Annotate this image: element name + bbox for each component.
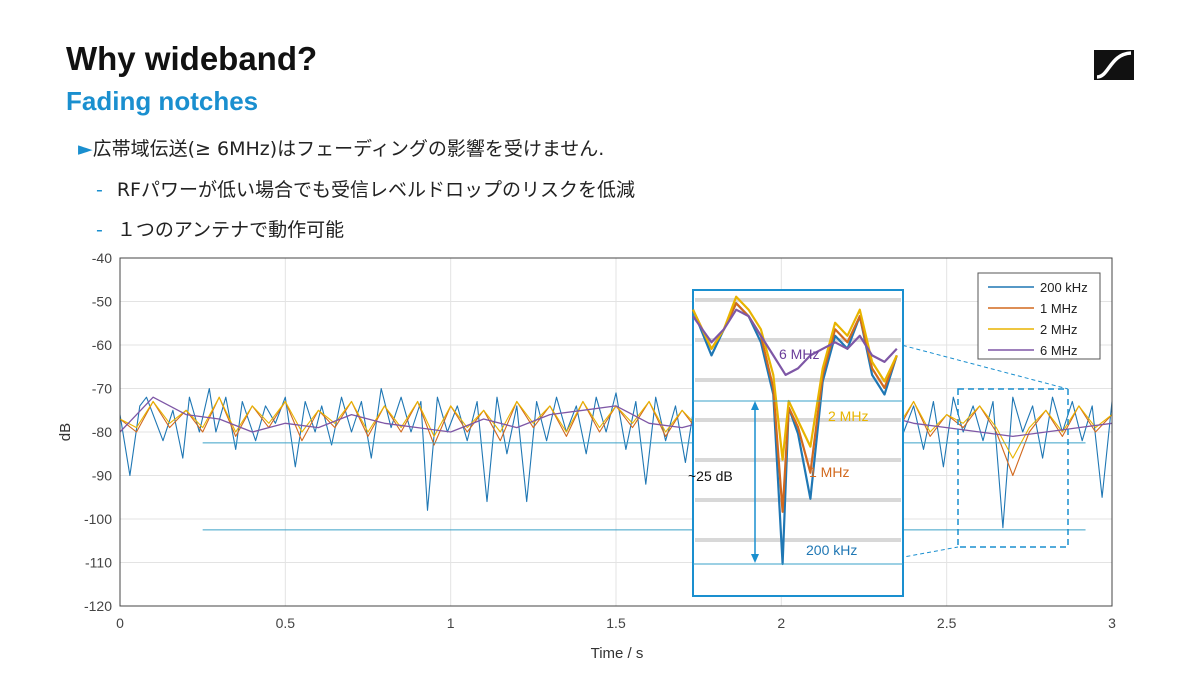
legend-label: 2 MHz (1040, 322, 1078, 337)
y-tick-label: -90 (92, 468, 112, 484)
inset-label-2mhz: 2 MHz (828, 408, 868, 424)
main-bullet-text: 広帯域伝送(≥ 6MHz)はフェーディングの影響を受けません. (92, 138, 605, 160)
legend-label: 6 MHz (1040, 343, 1078, 358)
bullet-triangle-icon: ► (78, 138, 93, 160)
legend: 200 kHz 1 MHz 2 MHz 6 MHz (977, 272, 1101, 360)
y-tick-label: -120 (84, 598, 112, 614)
series-line-200-khz (119, 387, 1113, 564)
y-tick-label: -60 (92, 337, 112, 353)
sub-bullet: - RFパワーが低い場合でも受信レベルドロップのリスクを低減 (96, 175, 635, 202)
sub-bullet-marker: - (96, 179, 103, 201)
plot-frame (119, 257, 1113, 607)
x-tick-label: 3 (1108, 615, 1116, 631)
chart-ticks: 0 0.5 1 1.5 2 2.5 3 -40 -50 -60 -70 -80 -90 -100 -110 -… (84, 250, 1116, 631)
inset-label-200khz: 200 kHz (806, 542, 857, 558)
x-tick-label: 0 (116, 615, 124, 631)
inset-zoom: ~25 dB 6 MHz 2 MHz 1 MHz 200 kHz (688, 289, 904, 597)
legend-label: 1 MHz (1040, 301, 1078, 316)
inset-series-line (692, 308, 898, 376)
x-tick-label: 2.5 (937, 615, 957, 631)
slide-subtitle: Fading notches (66, 86, 259, 116)
y-tick-label: -50 (92, 294, 112, 310)
x-axis-label: Time / s (591, 645, 644, 662)
x-tick-label: 0.5 (276, 615, 296, 631)
arrow-head-down-icon (751, 554, 759, 563)
y-tick-label: -40 (92, 250, 112, 266)
y-axis-label: dB (57, 423, 74, 441)
legend-label: 200 kHz (1040, 280, 1088, 295)
x-tick-label: 2 (777, 615, 785, 631)
depth-label: ~25 dB (688, 468, 733, 484)
slide-title: Why wideband? (66, 40, 318, 77)
x-tick-label: 1 (447, 615, 455, 631)
x-tick-label: 1.5 (606, 615, 626, 631)
reference-lines (202, 442, 1086, 531)
y-tick-label: -110 (85, 555, 112, 571)
sub-bullet-text: RFパワーが低い場合でも受信レベルドロップのリスクを低減 (116, 179, 635, 201)
y-tick-label: -80 (92, 424, 112, 440)
inset-label-1mhz: 1 MHz (809, 464, 849, 480)
y-tick-label: -70 (92, 381, 112, 397)
sennheiser-logo-icon (1094, 50, 1134, 80)
chart-series (119, 387, 1113, 564)
series-line-6-mhz (119, 396, 1113, 438)
sub-bullet-text: １つのアンテナで動作可能 (116, 219, 345, 241)
sub-bullet-marker: - (96, 219, 103, 241)
inset-label-6mhz: 6 MHz (779, 346, 819, 362)
arrow-head-up-icon (751, 401, 759, 410)
inset-series-line (692, 295, 898, 461)
main-bullet: ►広帯域伝送(≥ 6MHz)はフェーディングの影響を受けません. (78, 134, 604, 161)
sub-bullet: -１つのアンテナで動作可能 (96, 215, 344, 242)
zoom-region (957, 388, 1069, 548)
inset-series-line (692, 302, 898, 513)
y-tick-label: -100 (84, 511, 112, 527)
